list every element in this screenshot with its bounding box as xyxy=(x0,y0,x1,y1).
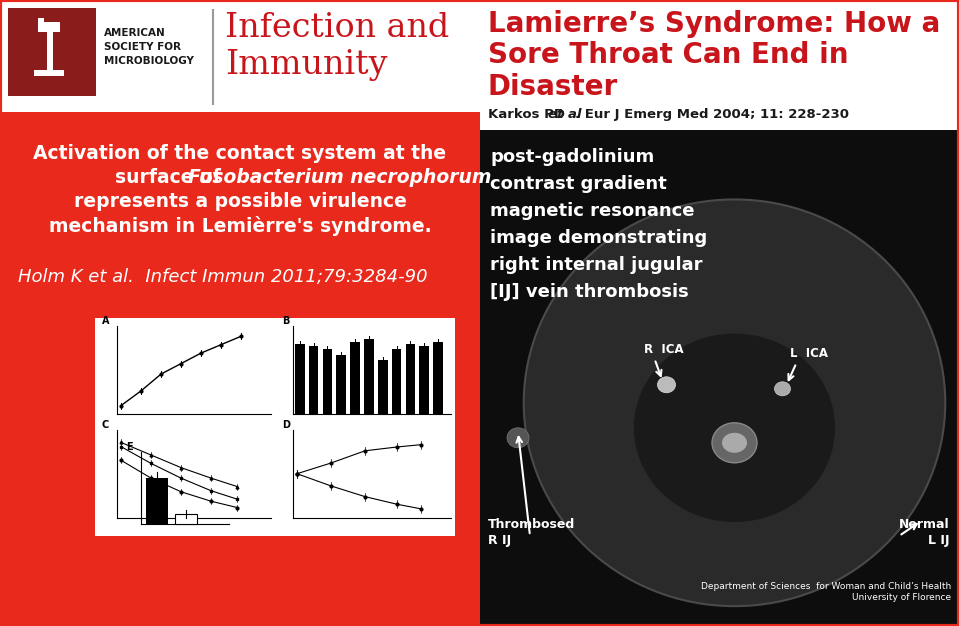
Text: surface of: surface of xyxy=(115,168,227,187)
Ellipse shape xyxy=(722,433,747,453)
Bar xyxy=(322,349,333,414)
Text: Fusobacterium necrophorum: Fusobacterium necrophorum xyxy=(188,168,491,187)
Ellipse shape xyxy=(507,428,529,448)
Text: B: B xyxy=(282,316,290,326)
Text: Infection and
Immunity: Infection and Immunity xyxy=(225,12,449,81)
Bar xyxy=(95,318,455,536)
Text: Activation of the contact system at the: Activation of the contact system at the xyxy=(34,144,447,163)
Text: mechanism in Lemièrre's syndrome.: mechanism in Lemièrre's syndrome. xyxy=(49,216,432,236)
Bar xyxy=(295,344,305,414)
Text: D: D xyxy=(282,420,290,430)
Text: et al: et al xyxy=(548,108,581,121)
Bar xyxy=(391,349,402,414)
Bar xyxy=(0,0,480,112)
Text: [IJ] vein thrombosis: [IJ] vein thrombosis xyxy=(490,283,689,301)
Bar xyxy=(38,22,60,32)
Bar xyxy=(38,18,44,28)
Text: AMERICAN
SOCIETY FOR
MICROBIOLOGY: AMERICAN SOCIETY FOR MICROBIOLOGY xyxy=(104,28,194,66)
Bar xyxy=(146,478,168,524)
Ellipse shape xyxy=(712,423,757,463)
Text: represents a possible virulence: represents a possible virulence xyxy=(74,192,407,211)
Ellipse shape xyxy=(775,382,790,396)
Text: E: E xyxy=(126,442,132,452)
Bar xyxy=(337,354,346,414)
Bar xyxy=(419,346,429,414)
Ellipse shape xyxy=(524,200,946,606)
Text: post-gadolinium: post-gadolinium xyxy=(490,148,654,166)
Bar xyxy=(49,50,53,68)
Text: C: C xyxy=(102,420,109,430)
Bar xyxy=(47,28,53,72)
Text: Thrombosed
R IJ: Thrombosed R IJ xyxy=(488,518,575,547)
Text: Department of Sciences  for Woman and Child’s Health
University of Florence: Department of Sciences for Woman and Chi… xyxy=(701,582,951,602)
Bar xyxy=(350,342,360,414)
Ellipse shape xyxy=(634,334,835,522)
Bar xyxy=(8,8,96,96)
Bar xyxy=(406,344,415,414)
Bar xyxy=(364,339,374,414)
Text: R  ICA: R ICA xyxy=(644,343,684,356)
Text: . Eur J Emerg Med 2004; 11: 228-230: . Eur J Emerg Med 2004; 11: 228-230 xyxy=(575,108,849,121)
Text: magnetic resonance: magnetic resonance xyxy=(490,202,694,220)
Text: Normal
L IJ: Normal L IJ xyxy=(899,518,949,547)
Bar xyxy=(0,112,480,626)
Bar xyxy=(433,342,443,414)
Text: image demonstrating: image demonstrating xyxy=(490,229,707,247)
Bar xyxy=(378,360,387,414)
Text: Lamierre’s Syndrome: How a
Sore Throat Can End in
Disaster: Lamierre’s Syndrome: How a Sore Throat C… xyxy=(488,10,940,101)
Text: right internal jugular: right internal jugular xyxy=(490,256,703,274)
Text: Karkos PD: Karkos PD xyxy=(488,108,570,121)
Text: contrast gradient: contrast gradient xyxy=(490,175,667,193)
Text: L  ICA: L ICA xyxy=(790,347,829,360)
Bar xyxy=(480,130,959,626)
Ellipse shape xyxy=(658,377,675,393)
Text: A: A xyxy=(102,316,109,326)
Bar xyxy=(309,346,318,414)
Text: Holm K et al.  Infect Immun 2011;79:3284-90: Holm K et al. Infect Immun 2011;79:3284-… xyxy=(18,268,428,286)
Bar xyxy=(175,513,197,524)
Bar xyxy=(480,0,959,626)
Bar xyxy=(34,70,64,76)
